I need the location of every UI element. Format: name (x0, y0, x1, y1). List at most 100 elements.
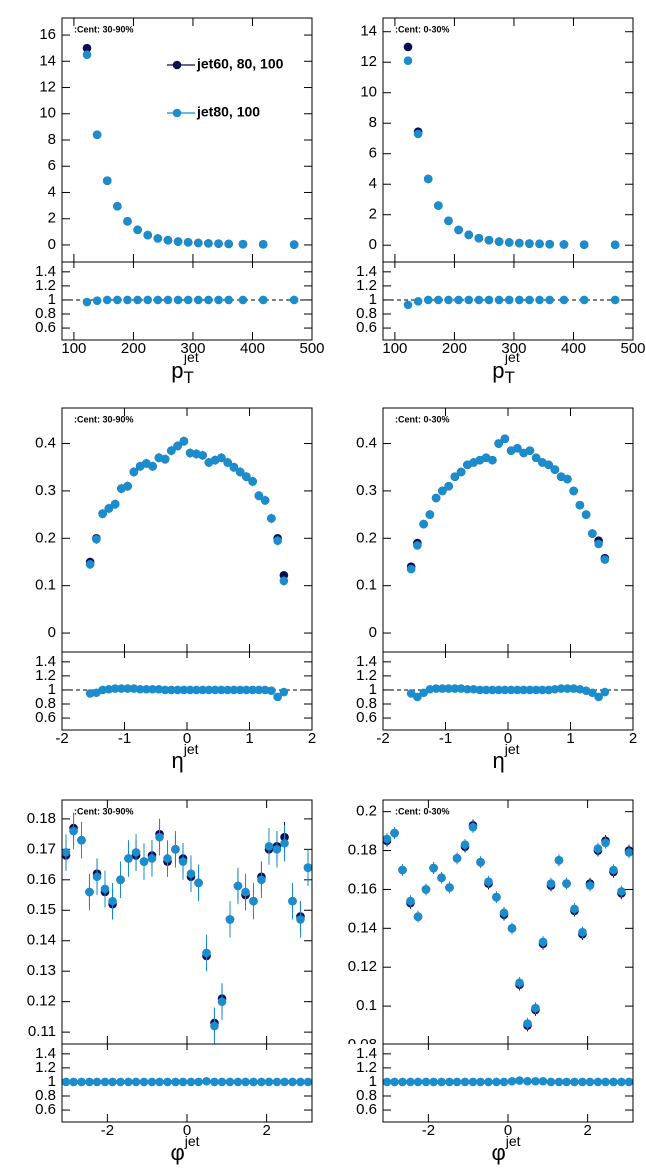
x-tick-label: 1 (566, 730, 574, 747)
y-tick-label: 8 (369, 114, 377, 131)
ratio-point (171, 1077, 180, 1087)
y-tick-label: 0.1 (35, 577, 56, 594)
x-tick-label: 400 (561, 340, 586, 357)
ratio-point (198, 685, 207, 695)
y-tick-label: 10 (39, 105, 56, 122)
data-point (116, 875, 125, 885)
data-point (102, 176, 112, 185)
x-tick-label: -1 (439, 730, 452, 747)
data-point (474, 233, 484, 243)
ratio-y-tick-label: 1.2 (356, 277, 377, 294)
data-point (609, 865, 618, 875)
ratio-point (272, 1077, 282, 1087)
data-point (131, 848, 141, 857)
data-point (272, 845, 282, 854)
data-point (224, 239, 233, 249)
data-point (464, 230, 474, 240)
y-tick-label: 8 (48, 131, 56, 148)
ratio-frame (61, 1043, 313, 1123)
data-point (217, 997, 227, 1006)
ratio-y-tick-label: 1.4 (35, 653, 56, 670)
y-tick-label: 16 (39, 26, 56, 43)
ratio-point (217, 685, 226, 695)
y-tick-label: 2 (369, 206, 377, 223)
ratio-y-tick-label: 0.8 (356, 695, 377, 712)
data-point (178, 857, 188, 866)
data-point (167, 446, 176, 455)
annotation: :Cent: 30-90% (74, 24, 134, 34)
ratio-y-tick-label: 1.4 (35, 1045, 56, 1062)
data-point (575, 500, 585, 510)
ratio-point (463, 684, 472, 694)
ratio-point (147, 1077, 157, 1087)
ratio-point (98, 685, 107, 695)
ratio-y-tick-label: 0.6 (35, 709, 56, 726)
ratio-point (492, 1077, 501, 1087)
ratio-frame (382, 261, 634, 341)
ratio-point (468, 1077, 478, 1087)
data-point (217, 453, 226, 463)
ratio-y-tick-label: 0.8 (35, 1087, 56, 1104)
axis-sup: jet (504, 741, 520, 757)
ratio-point (390, 1077, 399, 1087)
x-tick-label: 2 (583, 1122, 591, 1139)
x-tick-label: 100 (61, 340, 86, 357)
data-point (173, 441, 182, 451)
main-frame (61, 407, 313, 653)
ratio-point (217, 1077, 227, 1087)
legend-marker (172, 60, 182, 70)
ratio-point (406, 1077, 415, 1087)
ratio-point (69, 1077, 78, 1087)
ratio-point (594, 692, 603, 702)
data-point (124, 854, 133, 863)
y-tick-label: 0.14 (348, 919, 377, 936)
y-tick-label: 0 (48, 236, 56, 253)
ratio-point (438, 684, 447, 693)
ratio-point (194, 295, 203, 305)
data-point (476, 857, 485, 867)
data-point (403, 56, 413, 65)
ratio-y-tick-label: 1.4 (356, 1045, 377, 1062)
data-point (280, 838, 289, 848)
ratio-point (570, 1077, 579, 1087)
ratio-point (183, 295, 193, 305)
ratio-y-tick-label: 1 (369, 681, 377, 698)
data-point (238, 239, 248, 249)
data-point (406, 896, 415, 906)
ratio-y-tick-label: 1 (369, 291, 377, 308)
data-point (148, 461, 157, 471)
ratio-point (163, 295, 173, 305)
ratio-point (85, 689, 95, 698)
x-axis-title: ηjet (171, 741, 198, 773)
data-point (82, 50, 92, 60)
y-tick-label: 0 (369, 624, 377, 641)
data-point (456, 467, 466, 477)
ratio-point (248, 685, 257, 695)
data-point (550, 465, 560, 474)
data-point (513, 443, 522, 453)
data-point (562, 879, 571, 888)
ratio-point (413, 1077, 423, 1087)
ratio-y-tick-label: 1.2 (35, 1059, 56, 1076)
ratio-point (233, 1077, 243, 1087)
ratio-point (110, 684, 120, 693)
data-point (194, 878, 203, 888)
ratio-point (143, 295, 153, 305)
ratio-point (124, 1077, 133, 1087)
data-point (444, 216, 453, 226)
axis-sup: jet (184, 1133, 200, 1149)
ratio-point (129, 684, 139, 693)
data-point (601, 838, 610, 848)
data-point (419, 519, 428, 529)
data-point (421, 885, 431, 894)
ratio-point (429, 1077, 438, 1087)
ratio-point (82, 297, 92, 307)
y-tick-label: 2 (48, 210, 56, 227)
main-frame (61, 799, 313, 1045)
ratio-point (523, 1076, 532, 1086)
ratio-point (444, 295, 453, 305)
data-point (296, 915, 305, 924)
data-point (423, 174, 433, 184)
ratio-point (481, 685, 491, 695)
data-point (413, 129, 423, 139)
